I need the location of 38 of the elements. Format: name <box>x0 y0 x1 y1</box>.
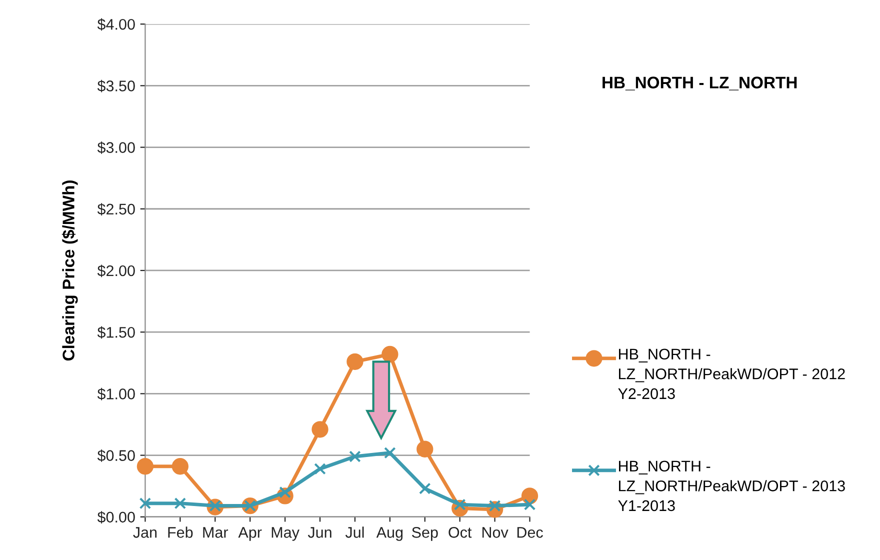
point <box>524 498 536 510</box>
x-tick-label: Feb <box>168 526 193 538</box>
point <box>174 497 186 510</box>
point <box>384 446 396 459</box>
y-tick-label: $1.00 <box>97 388 135 400</box>
x-tick-label: Jun <box>308 527 332 538</box>
point <box>418 482 431 494</box>
point <box>314 462 326 475</box>
x-tick-label: Nov <box>482 527 508 538</box>
text: HB_NORTH - LZ_NORTH <box>602 76 797 90</box>
x-tick-label: Apr <box>238 527 262 541</box>
point <box>382 346 398 363</box>
x-tick-label: Jan <box>133 527 157 538</box>
x-tick-label: May <box>272 527 300 541</box>
x-tick-label: Oct <box>448 527 472 538</box>
y-tick-label: $4.00 <box>97 18 135 31</box>
y-axis-title: Clearing Price ($/MWh) <box>62 180 78 361</box>
y-tick-label: $1.50 <box>97 326 135 339</box>
y-tick-label: $3.50 <box>97 80 135 92</box>
point <box>139 497 152 510</box>
legend-label: HB_NORTH - LZ_NORTH/PeakWD/OPT - 2013 Y1-2013 <box>618 460 845 512</box>
x-tick-label: Jul <box>345 526 364 538</box>
x-tick-label: Sep <box>412 527 438 541</box>
x-tick-label: Mar <box>203 527 228 538</box>
y-tick-label: $3.00 <box>97 142 135 154</box>
point <box>346 353 364 370</box>
point <box>136 458 154 475</box>
point <box>172 458 188 475</box>
point <box>349 450 361 462</box>
y-tick-label: $2.00 <box>97 264 135 278</box>
y-tick-label: $2.50 <box>97 203 135 216</box>
legend-label: HB_NORTH - LZ_NORTH/PeakWD/OPT - 2012 Y2-2013 <box>618 348 845 400</box>
point <box>416 440 434 458</box>
point <box>312 421 328 438</box>
y-tick-label: $0.00 <box>97 511 135 524</box>
x-tick-label: Aug <box>376 527 403 541</box>
y-tick-label: $0.50 <box>97 450 135 462</box>
x-tick-label: Dec <box>517 527 543 538</box>
